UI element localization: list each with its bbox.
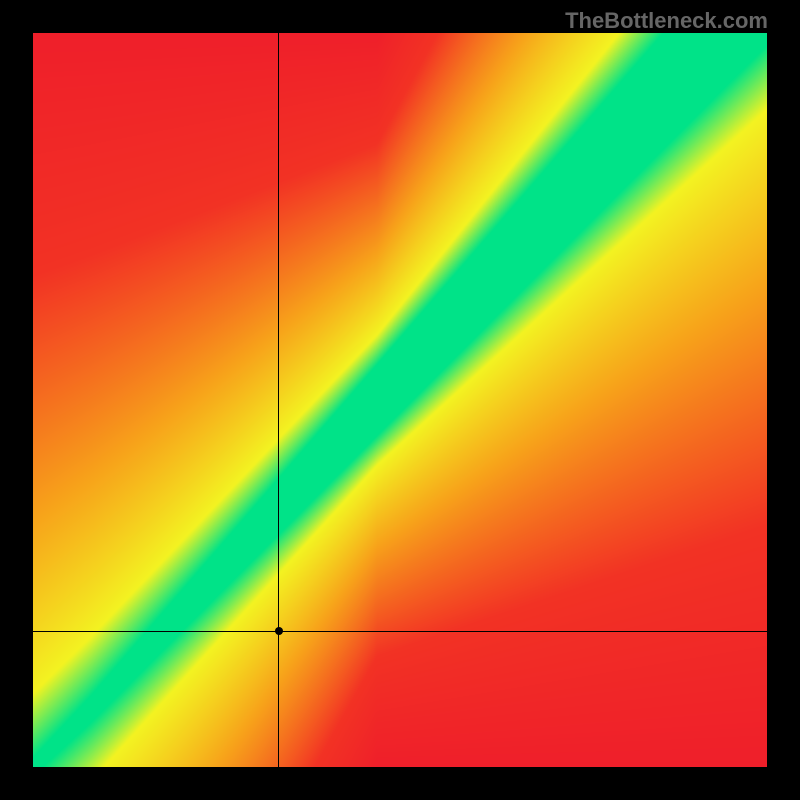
crosshair-horizontal	[33, 631, 767, 632]
watermark-text: TheBottleneck.com	[565, 8, 768, 34]
crosshair-marker	[275, 627, 283, 635]
heatmap-canvas	[33, 33, 767, 767]
plot-area	[33, 33, 767, 767]
chart-frame: TheBottleneck.com	[0, 0, 800, 800]
crosshair-vertical	[278, 33, 279, 767]
